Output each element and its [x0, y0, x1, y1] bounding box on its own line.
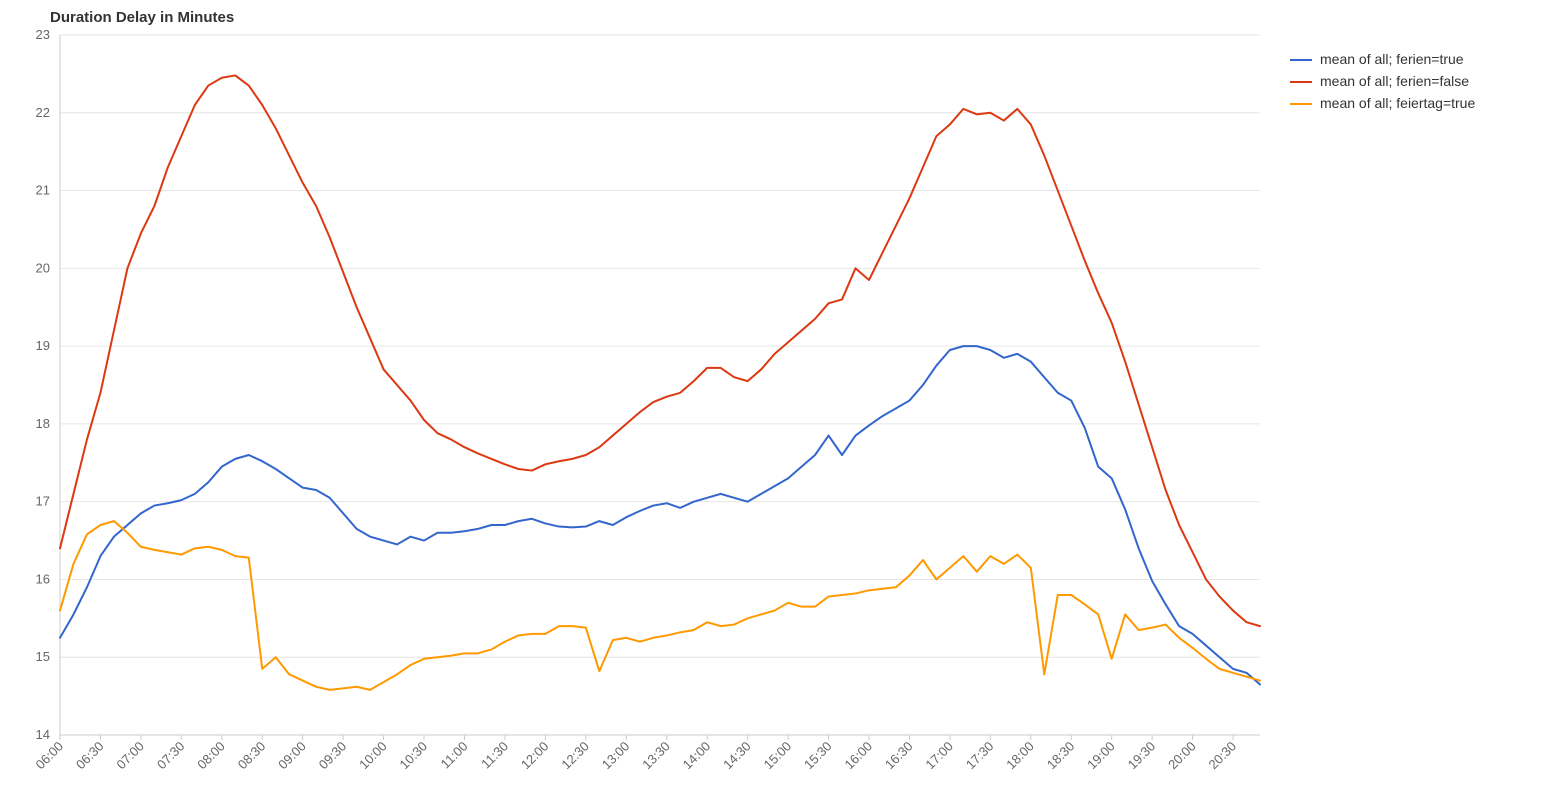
y-tick-label: 21 — [36, 183, 50, 198]
chart-container: Duration Delay in Minutes 14 15 16 17 18 19 20 2… — [0, 0, 1565, 799]
y-tick-label: 14 — [36, 727, 50, 742]
chart-title: Duration Delay in Minutes — [50, 9, 234, 26]
y-tick-label: 22 — [36, 105, 50, 120]
legend-label: mean of all; ferien=true — [1320, 51, 1464, 67]
y-tick-label: 16 — [36, 571, 50, 586]
y-tick-label: 19 — [36, 338, 50, 353]
chart-svg: Duration Delay in Minutes 14 15 16 17 18 19 20 2… — [0, 0, 1565, 799]
y-tick-label: 23 — [36, 27, 50, 42]
y-tick-label: 18 — [36, 416, 50, 431]
legend-label: mean of all; feiertag=true — [1320, 95, 1475, 111]
y-tick-label: 15 — [36, 649, 50, 664]
legend-label: mean of all; ferien=false — [1320, 73, 1469, 89]
y-tick-label: 17 — [36, 494, 50, 509]
y-tick-label: 20 — [36, 260, 50, 275]
